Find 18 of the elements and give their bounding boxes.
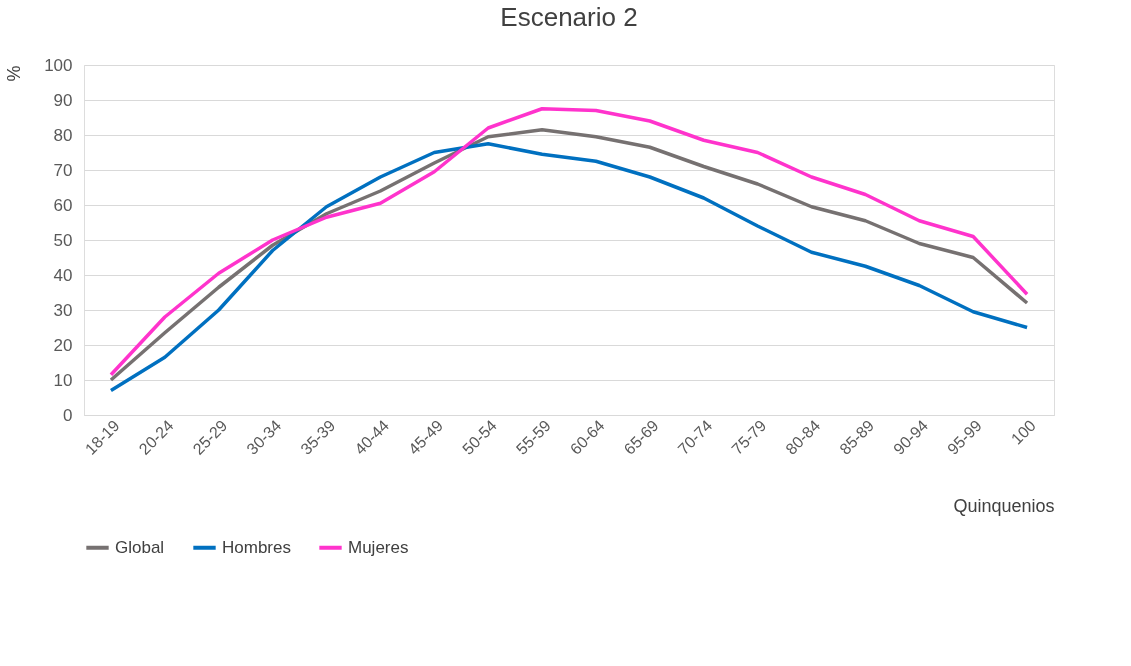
legend-label: Hombres bbox=[222, 537, 291, 557]
y-tick-label: 60 bbox=[53, 195, 73, 215]
legend-label: Global bbox=[115, 537, 165, 557]
legend-label: Mujeres bbox=[348, 537, 409, 557]
y-tick-label: 10 bbox=[53, 370, 73, 390]
y-tick-label: 30 bbox=[53, 300, 73, 320]
y-tick-label: 80 bbox=[53, 125, 73, 145]
x-axis-title: Quinquenios bbox=[953, 495, 1055, 516]
y-tick-label: 90 bbox=[53, 90, 73, 110]
y-tick-label: 20 bbox=[53, 335, 73, 355]
x-tick-label: 100 bbox=[1007, 416, 1039, 448]
y-axis-title: % bbox=[4, 65, 25, 82]
y-tick-label: 100 bbox=[44, 55, 73, 75]
y-tick-label: 0 bbox=[63, 405, 73, 425]
y-tick-label: 40 bbox=[53, 265, 73, 285]
y-tick-label: 50 bbox=[53, 230, 73, 250]
y-tick-label: 70 bbox=[53, 160, 73, 180]
chart-title: Escenario 2 bbox=[500, 2, 638, 32]
